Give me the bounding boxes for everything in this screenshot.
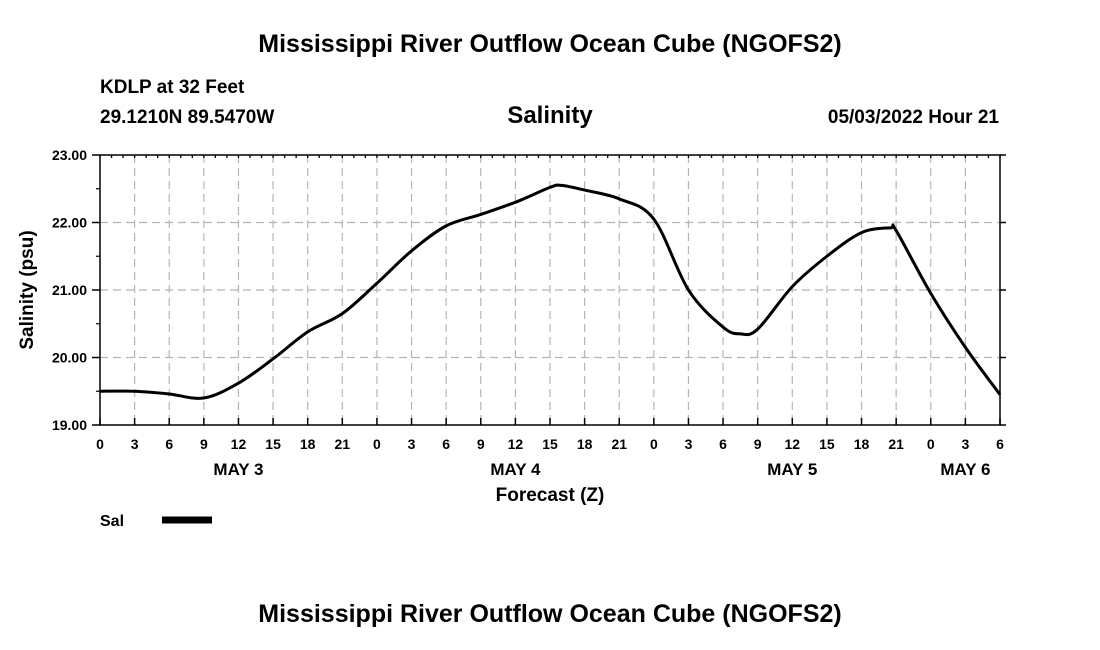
grid-lines [100, 155, 1000, 425]
x-tick-label: 15 [542, 436, 558, 452]
y-tick-label: 21.00 [52, 282, 87, 298]
day-label: MAY 4 [490, 460, 541, 479]
x-tick-label: 3 [131, 436, 139, 452]
x-tick-label: 15 [819, 436, 835, 452]
y-tick-label: 20.00 [52, 350, 87, 366]
salinity-chart: 0 3 6 9 12 15 18 21 0 3 6 9 12 15 18 21 0 3 6 9 12 15 18 21 0 3 6 1… [17, 147, 1006, 530]
x-tick-label: 0 [927, 436, 935, 452]
day-label: MAY 6 [940, 460, 990, 479]
x-tick-label: 18 [854, 436, 870, 452]
chart-title: Mississippi River Outflow Ocean Cube (NG… [258, 30, 842, 58]
series-lines [99, 183, 1002, 400]
x-axis-label: Forecast (Z) [496, 485, 605, 506]
x-tick-label: 12 [785, 436, 801, 452]
legend-label: Sal [100, 513, 124, 530]
x-tick-label: 21 [611, 436, 627, 452]
x-tick-label: 6 [996, 436, 1004, 452]
x-tick-label: 9 [754, 436, 762, 452]
x-tick-label: 3 [961, 436, 969, 452]
x-tick-label: 21 [888, 436, 904, 452]
top-border-dots [99, 155, 1001, 158]
x-tick-label: 0 [650, 436, 658, 452]
plot-subtitle: Salinity [507, 102, 593, 129]
x-tick-label: 15 [265, 436, 281, 452]
x-tick-label: 12 [508, 436, 524, 452]
footer-title: Mississippi River Outflow Ocean Cube (NG… [258, 600, 842, 628]
x-tick-label: 3 [408, 436, 416, 452]
y-tick-label: 23.00 [52, 147, 87, 163]
y-tick-label: 22.00 [52, 215, 87, 231]
x-tick-label: 3 [685, 436, 693, 452]
x-tick-label: 9 [477, 436, 485, 452]
station-label: KDLP at 32 Feet [100, 77, 245, 98]
x-tick-label: 0 [373, 436, 381, 452]
x-tick-label: 21 [335, 436, 351, 452]
x-tick-label: 6 [719, 436, 727, 452]
x-tick-label: 6 [442, 436, 450, 452]
x-tick-label: 9 [200, 436, 208, 452]
day-label: MAY 5 [767, 460, 817, 479]
station-coords: 29.1210N 89.5470W [100, 107, 275, 128]
tick-labels: 0 3 6 9 12 15 18 21 0 3 6 9 12 15 18 21 0 3 6 9 12 15 18 21 0 3 6 1… [52, 147, 1004, 479]
x-tick-label: 18 [577, 436, 593, 452]
series-line-salinity [99, 183, 1002, 400]
y-axis-label: Salinity (psu) [17, 230, 38, 349]
x-tick-label: 12 [231, 436, 247, 452]
forecast-datetime: 05/03/2022 Hour 21 [827, 107, 999, 128]
legend: Sal [100, 513, 212, 530]
y-tick-label: 19.00 [52, 417, 87, 433]
x-tick-label: 18 [300, 436, 316, 452]
x-tick-label: 6 [165, 436, 173, 452]
day-label: MAY 3 [213, 460, 263, 479]
x-tick-label: 0 [96, 436, 104, 452]
